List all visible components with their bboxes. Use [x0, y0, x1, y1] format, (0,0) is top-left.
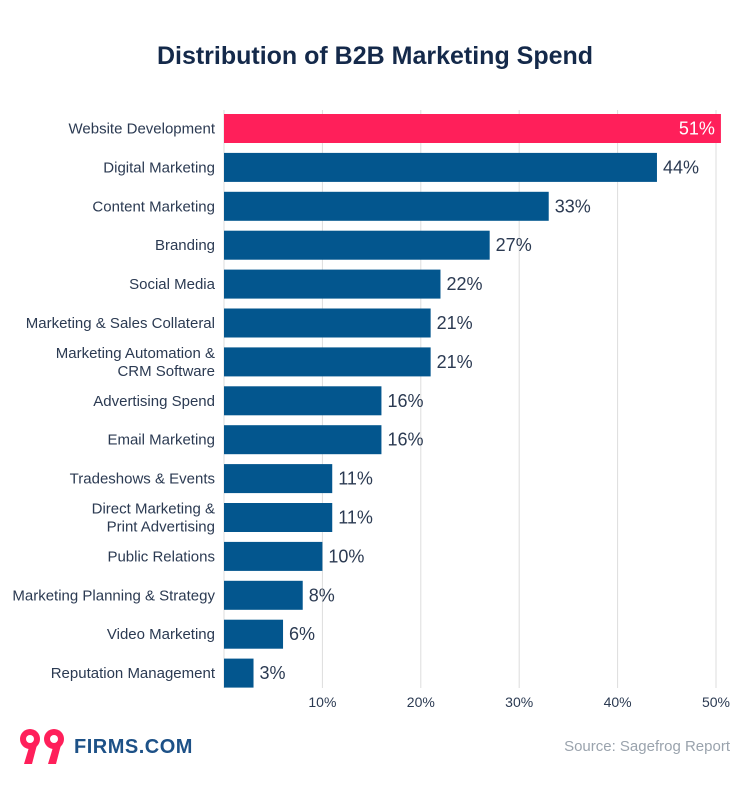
value-label: 8% [309, 585, 335, 605]
value-label: 11% [338, 469, 373, 489]
x-tick-label: 40% [604, 694, 632, 710]
value-label: 44% [663, 157, 699, 177]
source-note: Source: Sagefrog Report [564, 738, 730, 755]
x-tick-label: 30% [505, 694, 533, 710]
value-label: 33% [555, 196, 591, 216]
value-label: 16% [387, 391, 423, 411]
bar [224, 114, 721, 143]
value-label: 3% [260, 663, 286, 683]
value-label: 16% [387, 430, 423, 450]
bar [224, 152, 657, 182]
bar [224, 230, 490, 260]
logo-text: FIRMS.COM [74, 736, 193, 758]
bar [224, 580, 303, 610]
category-label: Content Marketing [92, 198, 215, 215]
bar [224, 347, 431, 377]
category-label: Tradeshows & Events [70, 471, 215, 488]
value-label: 10% [328, 546, 364, 566]
category-label: Advertising Spend [93, 393, 215, 410]
bar [224, 269, 441, 299]
99firms-logo-icon: 99 [20, 729, 64, 764]
value-label: 6% [289, 624, 315, 644]
category-label: Marketing Automation & [56, 345, 215, 362]
category-label: Public Relations [107, 548, 215, 565]
value-label: 27% [496, 235, 532, 255]
category-label: Branding [155, 237, 215, 254]
value-label: 11% [338, 508, 373, 528]
bar [224, 541, 323, 571]
category-label: Marketing Planning & Strategy [12, 587, 215, 604]
value-label: 22% [446, 274, 482, 294]
chart-title: Distribution of B2B Marketing Spend [156, 42, 594, 70]
value-label: 21% [437, 352, 473, 372]
category-label: Website Development [69, 121, 216, 138]
value-label: 21% [437, 313, 473, 333]
bar [224, 619, 284, 649]
category-label: Digital Marketing [103, 159, 215, 176]
category-label: CRM Software [117, 363, 215, 380]
x-tick-label: 10% [308, 694, 336, 710]
bar [224, 191, 549, 221]
x-tick-label: 20% [407, 694, 435, 710]
bar [224, 503, 333, 532]
category-label: Video Marketing [107, 626, 215, 643]
category-label: Reputation Management [51, 665, 216, 682]
value-label: 51% [679, 119, 715, 139]
bar [224, 464, 333, 494]
x-tick-label: 50% [702, 694, 730, 710]
category-label: Social Media [129, 276, 216, 293]
bar [224, 425, 382, 455]
bar [224, 658, 254, 688]
bar [224, 308, 431, 338]
bar-chart: 10% 20% 30% 40% 50% Website Development 51% Dig… [12, 110, 730, 710]
category-label: Direct Marketing & [92, 501, 215, 518]
bar [224, 386, 382, 416]
category-label: Email Marketing [107, 432, 215, 449]
category-label: Marketing & Sales Collateral [26, 315, 215, 332]
category-label: Print Advertising [107, 519, 215, 536]
